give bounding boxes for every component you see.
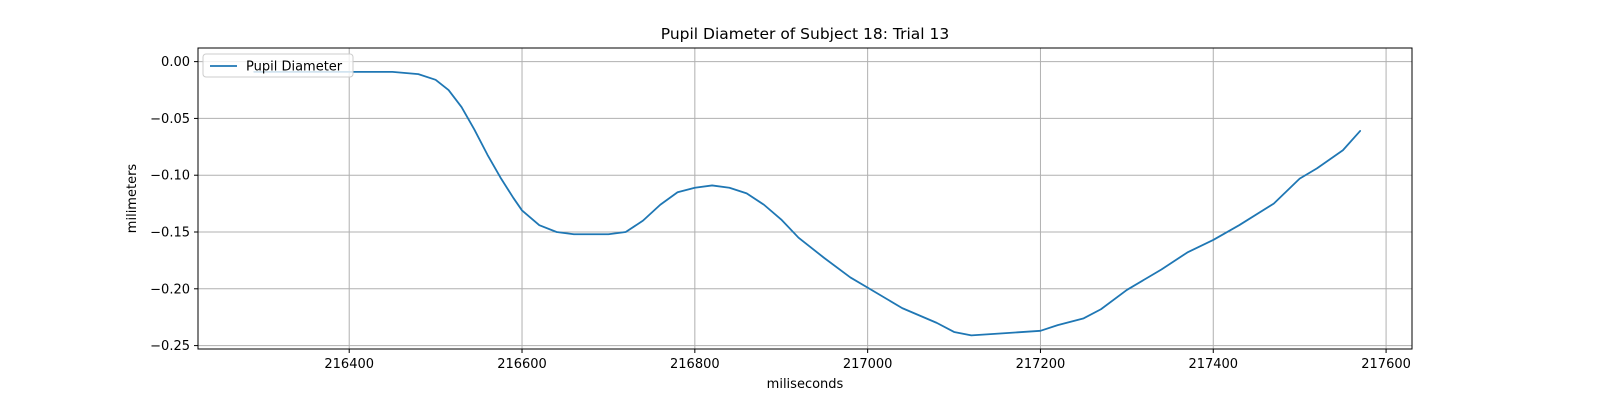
x-tick-label: 216800 (670, 357, 720, 372)
x-tick-label: 216600 (497, 357, 547, 372)
x-tick-label: 217000 (843, 357, 893, 372)
chart-title: Pupil Diameter of Subject 18: Trial 13 (661, 25, 950, 43)
y-tick-label: −0.20 (150, 282, 190, 297)
x-tick-label: 217400 (1188, 357, 1238, 372)
series-layer (253, 70, 1362, 337)
ticks: 216400 216600 216800 217000 217200 217400 2176… (150, 55, 1411, 372)
x-tick-label: 217200 (1016, 357, 1066, 372)
legend-label-pupil-diameter: Pupil Diameter (246, 60, 343, 75)
y-tick-label: −0.10 (150, 169, 190, 184)
legend: Pupil Diameter (202, 53, 354, 78)
x-axis-label: miliseconds (767, 377, 844, 392)
y-tick-label: 0.00 (161, 55, 190, 70)
grid (198, 48, 1412, 349)
y-tick-label: −0.15 (150, 226, 190, 241)
plot-frame (197, 47, 1413, 350)
series-line-pupil-diameter (253, 70, 1362, 337)
y-axis-label: milimeters (125, 164, 140, 234)
x-tick-label: 216400 (324, 357, 374, 372)
y-tick-label: −0.05 (150, 112, 190, 127)
legend-box (202, 53, 354, 78)
y-tick-label: −0.25 (150, 339, 190, 354)
x-tick-label: 217600 (1361, 357, 1411, 372)
